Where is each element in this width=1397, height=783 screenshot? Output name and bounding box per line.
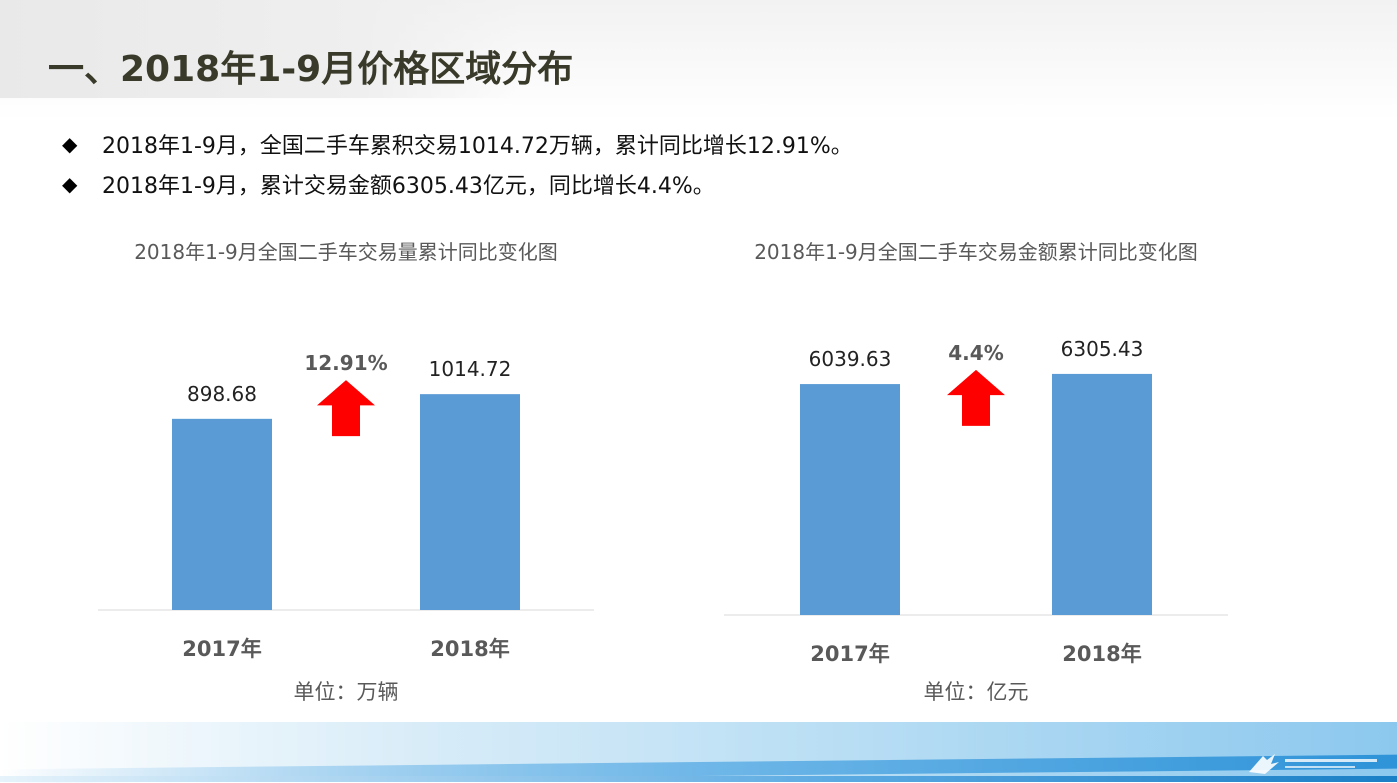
chart-amount-plot: 6039.63 2017年 6305.43 2018年 4.4%: [724, 337, 1228, 666]
growth-arrow-icon: [317, 380, 375, 437]
growth-label: 12.91%: [304, 351, 387, 375]
association-logo: [1249, 754, 1377, 774]
chart-title: 2018年1-9月全国二手车交易金额累计同比变化图: [754, 240, 1198, 264]
growth-label: 4.4%: [948, 341, 1003, 365]
data-label: 6039.63: [809, 347, 892, 371]
growth-arrow-icon: [947, 369, 1005, 426]
category-label: 2017年: [182, 637, 261, 661]
page-title: 一、2018年1-9月价格区域分布: [48, 49, 574, 90]
diamond-icon: ◆: [62, 172, 78, 196]
category-label: 2017年: [810, 642, 889, 666]
chart-amount: 2018年1-9月全国二手车交易金额累计同比变化图 6039.63 2017年 63…: [724, 236, 1228, 716]
bullet-item-amount: ◆ 2018年1-9月，累计交易金额6305.43亿元，同比增长4.4%。: [62, 164, 853, 204]
bullet-text: 2018年1-9月，全国二手车累积交易1014.72万辆，累计同比增长12.91…: [102, 134, 853, 159]
bar-2018年: [1052, 373, 1152, 615]
category-label: 2018年: [1062, 642, 1141, 666]
bar-2017年: [800, 384, 900, 615]
chart-volume: 2018年1-9月全国二手车交易量累计同比变化图 898.68 2017年 1014…: [98, 236, 594, 716]
bar-2017年: [172, 418, 272, 610]
data-label: 898.68: [187, 382, 257, 406]
data-label: 1014.72: [429, 357, 512, 381]
title-bar: [0, 0, 520, 98]
unit-label: 单位：万辆: [293, 680, 399, 704]
bullet-item-volume: ◆ 2018年1-9月，全国二手车累积交易1014.72万辆，累计同比增长12.…: [62, 124, 853, 164]
diamond-icon: ◆: [62, 132, 78, 156]
bullet-list: ◆ 2018年1-9月，全国二手车累积交易1014.72万辆，累计同比增长12.…: [62, 124, 853, 204]
chart-title: 2018年1-9月全国二手车交易量累计同比变化图: [134, 240, 558, 264]
footer-stripe-bottom: [0, 776, 1397, 782]
category-label: 2018年: [430, 637, 509, 661]
bar-2018年: [420, 394, 520, 610]
unit-label: 单位：亿元: [923, 680, 1029, 704]
chart-volume-plot: 898.68 2017年 1014.72 2018年 12.91%: [98, 351, 594, 661]
bullet-text: 2018年1-9月，累计交易金额6305.43亿元，同比增长4.4%。: [102, 174, 715, 199]
data-label: 6305.43: [1061, 337, 1144, 361]
